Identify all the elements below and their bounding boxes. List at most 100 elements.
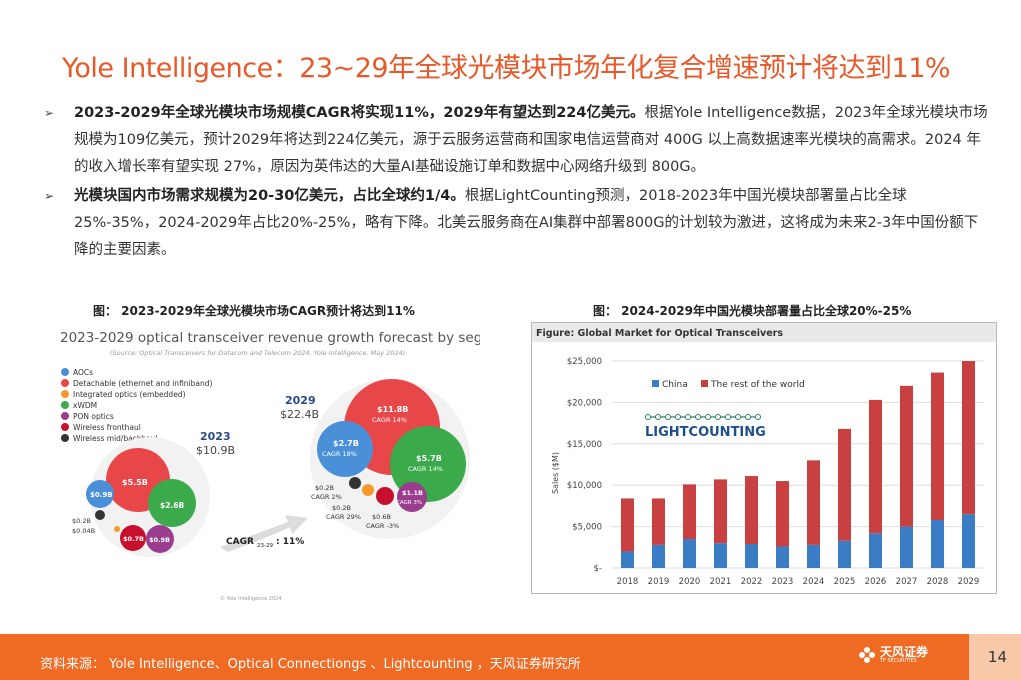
- bubble-2023-midback: [95, 510, 105, 520]
- logo-dot: [675, 414, 681, 420]
- bar-segment-the-rest-of-the-world: [620, 498, 635, 552]
- yole-watermark: © Yole Intelligence 2024: [220, 595, 282, 602]
- footer-bar: 资料来源： Yole Intelligence、Optical Connecti…: [0, 634, 1021, 680]
- logo-dot: [685, 414, 691, 420]
- x-tick-label: 2027: [896, 577, 918, 587]
- y-tick-label: $-: [594, 564, 602, 574]
- legend-label: AOCs: [73, 368, 93, 377]
- y-axis-label: Sales ($M): [551, 452, 560, 494]
- bubble-label: $0.2B: [315, 484, 334, 492]
- logo-dot: [645, 414, 651, 420]
- x-tick-label: 2019: [648, 577, 670, 587]
- logo-dot: [745, 414, 751, 420]
- legend-label: PON optics: [73, 412, 114, 421]
- year-2029-label: 2029: [285, 394, 316, 407]
- logo-dot: [715, 414, 721, 420]
- bar-segment-the-rest-of-the-world: [868, 399, 883, 534]
- y-tick-label: $25,000: [567, 357, 602, 367]
- bubble-2029-fronthaul: [376, 487, 394, 505]
- bubble-label: $0.2B: [72, 517, 91, 525]
- legend-dot-detachable: [61, 379, 69, 387]
- logo-dot: [665, 414, 671, 420]
- bullet-marker-icon: ➢: [44, 189, 55, 203]
- bubble-label: $0.2B: [332, 504, 351, 512]
- tf-logo-sub: TF SECURITIES: [880, 658, 917, 664]
- bar-segment-china: [620, 551, 635, 568]
- year-2023-total: $10.9B: [196, 444, 235, 457]
- yole-bubble-svg: 2023-2029 optical transceiver revenue gr…: [60, 330, 518, 602]
- x-tick-label: 2021: [710, 577, 732, 587]
- bullet-text: 2023-2029年全球光模块市场规模CAGR将实现11%，2029年有望达到2…: [74, 100, 989, 181]
- page-title: Yole Intelligence：23~29年全球光模块市场年化复合增速预计将…: [62, 53, 951, 84]
- y-tick-label: $15,000: [567, 440, 602, 450]
- logo-dot: [735, 414, 741, 420]
- bar-segment-china: [837, 540, 852, 568]
- year-2023-label: 2023: [200, 430, 231, 443]
- logo-dot: [725, 414, 731, 420]
- bubble-2029-midback: [349, 477, 361, 489]
- lightcounting-figure: Figure: Global Market for Optical Transc…: [531, 322, 997, 594]
- bubble-label: $5.7B: [416, 454, 442, 463]
- bullet-bold: 光模块国内市场需求规模为20-30亿美元，占比全球约1/4。: [74, 188, 465, 204]
- tf-securities-logo: 天风证券 TF SECURITIES: [858, 646, 928, 664]
- bubble-2029-integrated: [362, 484, 374, 496]
- bubble-label: $11.8B: [377, 405, 408, 414]
- lightcounting-bar-chart: Figure: Global Market for Optical Transc…: [532, 323, 996, 587]
- y-tick-label: $5,000: [572, 523, 602, 533]
- bar-segment-the-rest-of-the-world: [930, 372, 945, 520]
- bubble-cagr: CAGR 14%: [372, 416, 407, 424]
- bubble-2029-aoc: [317, 421, 373, 477]
- bar-segment-the-rest-of-the-world: [713, 479, 728, 544]
- bar-segment-china: [682, 539, 697, 568]
- bullet-text: 光模块国内市场需求规模为20-30亿美元，占比全球约1/4。根据LightCou…: [74, 183, 989, 264]
- bar-segment-china: [868, 533, 883, 568]
- x-tick-label: 2023: [772, 577, 794, 587]
- bubble-cagr: CAGR 14%: [408, 465, 443, 473]
- legend-label-china: China: [662, 380, 688, 390]
- legend-label: Wireless mid/backhaul: [73, 434, 157, 443]
- bar-segment-china: [806, 544, 821, 568]
- legend-dot-midback: [61, 434, 69, 442]
- bar-segment-china: [775, 546, 790, 568]
- logo-dot: [695, 414, 701, 420]
- bar-segment-china: [961, 514, 976, 568]
- bar-segment-the-rest-of-the-world: [651, 498, 666, 545]
- bar-segment-the-rest-of-the-world: [682, 484, 697, 540]
- yole-chart-source: (Source: Optical Transceivers for Dataco…: [110, 349, 405, 357]
- cagr-sub: 23-29: [257, 543, 273, 549]
- yole-bubble-figure: 2023-2029 optical transceiver revenue gr…: [50, 322, 518, 612]
- legend-dot-aocs: [61, 368, 69, 376]
- bar-segment-the-rest-of-the-world: [775, 481, 790, 547]
- bullet-item: ➢ 光模块国内市场需求规模为20-30亿美元，占比全球约1/4。根据LightC…: [44, 183, 989, 264]
- year-2029-total: $22.4B: [280, 408, 319, 421]
- bar-segment-china: [930, 519, 945, 568]
- legend-label: Wireless fronthaul: [73, 423, 141, 432]
- x-tick-label: 2020: [679, 577, 701, 587]
- legend-dot-pon: [61, 412, 69, 420]
- bar-segment-the-rest-of-the-world: [899, 385, 914, 527]
- bubble-cagr: CAGR -3%: [366, 522, 399, 530]
- bubble-cagr: CAGR 2%: [311, 493, 342, 501]
- x-tick-label: 2029: [958, 577, 980, 587]
- tf-logo-icon: [859, 647, 875, 663]
- bullet-bold: 2023-2029年全球光模块市场规模CAGR将实现11%，2029年有望达到2…: [74, 105, 645, 121]
- chart-header-bar: [532, 323, 996, 342]
- bubble-2023-integrated: [114, 526, 120, 532]
- cagr-value: : 11%: [276, 537, 304, 547]
- legend-swatch-row: [701, 380, 708, 387]
- page-number-box: [969, 634, 1021, 680]
- y-tick-label: $10,000: [567, 481, 602, 491]
- x-tick-label: 2028: [927, 577, 949, 587]
- bubble-cagr: CAGR 29%: [326, 513, 361, 521]
- yole-chart-title: 2023-2029 optical transceiver revenue gr…: [60, 330, 480, 346]
- chart-gridlines: $- $5,000 $10,000 $15,000 $20,000 $25,000: [567, 357, 984, 574]
- chart-legend: China The rest of the world: [652, 380, 805, 390]
- bubble-label: $0.7B: [123, 535, 144, 543]
- lc-chart-title: Figure: Global Market for Optical Transc…: [536, 328, 783, 339]
- cagr-arrow-icon: [220, 515, 308, 552]
- bubble-2029-pon: [397, 482, 427, 512]
- bar-segment-china: [713, 543, 728, 568]
- bubble-cagr: CAGR 18%: [322, 450, 357, 458]
- bar-segment-the-rest-of-the-world: [961, 361, 976, 515]
- logo-dot: [705, 414, 711, 420]
